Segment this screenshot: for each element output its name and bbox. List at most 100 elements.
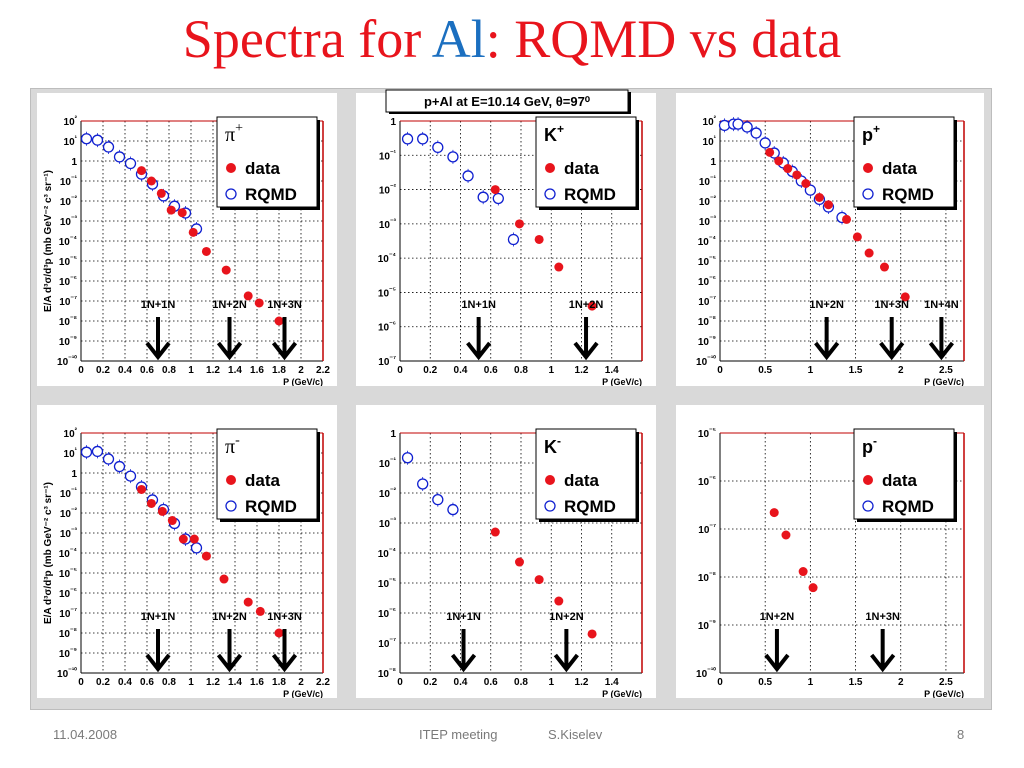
y-tick-label: 10² [703, 116, 717, 129]
legend-data-marker [863, 163, 873, 173]
y-tick-label: 10⁻⁹ [698, 336, 716, 349]
legend-particle: p+ [862, 122, 880, 145]
x-tick-label: 1.2 [575, 677, 589, 688]
threshold-label: 1N+1N [141, 299, 176, 311]
data-point [774, 156, 784, 166]
data-point [178, 534, 188, 544]
legend-rqmd-marker [544, 188, 556, 200]
y-axis-label: E/A d³σ/d³p (mb GeV⁻² c³ sr⁻¹) [43, 170, 54, 312]
threshold-down-arrow [879, 317, 905, 361]
legend-data-marker [863, 475, 873, 485]
legend-particle: K- [544, 434, 561, 457]
x-tick-label: 0 [397, 677, 403, 688]
y-tick-label: 10⁻⁹ [698, 620, 716, 633]
y-tick-label: 10⁻⁸ [698, 572, 716, 585]
threshold-label: 1N+1N [446, 611, 481, 623]
x-tick-label: 1 [808, 365, 814, 376]
data-point [879, 262, 889, 272]
x-tick-label: 0.5 [758, 365, 772, 376]
legend-box [853, 116, 955, 208]
x-tick-label: 2.5 [939, 677, 953, 688]
data-point [554, 262, 564, 272]
rqmd-point [750, 127, 762, 139]
x-tick-label: 0.6 [484, 365, 498, 376]
y-tick-label: 1 [710, 157, 716, 168]
threshold-down-arrow [271, 629, 298, 673]
rqmd-point [492, 192, 504, 205]
y-tick-label: 10⁻³ [699, 216, 717, 229]
x-axis-label: P (GeV/c) [283, 377, 323, 386]
x-tick-label: 2 [298, 677, 304, 688]
panel-k-plus: 0 0.2 0.4 0.6 0.8 1 1.2 1.4 10⁻⁷ 10⁻⁶ 10⁻⁵ 10⁻⁴ 10⁻³… [356, 93, 656, 386]
data-point [219, 574, 229, 584]
x-tick-label: 1 [188, 677, 194, 688]
y-tick-label: 1 [71, 469, 77, 480]
x-tick-label: 2.2 [316, 677, 330, 688]
footer-date: 11.04.2008 [53, 727, 118, 742]
data-point [490, 185, 500, 195]
data-point [177, 208, 187, 218]
x-tick-label: 1.4 [605, 365, 619, 376]
threshold-down-arrow [764, 629, 790, 673]
chart-p-minus: 0 0.5 1 1.5 2 2.5 10⁻¹⁰ 10⁻⁹ 10⁻⁸ 10⁻⁷ 10⁻⁶ 10⁻⁵ P (… [696, 428, 965, 698]
x-tick-label: 1.5 [849, 677, 863, 688]
threshold-label: 1N+3N [865, 611, 900, 623]
legend-box [535, 428, 637, 520]
y-tick-label: 10⁻⁵ [698, 428, 716, 441]
legend-rqmd-label: RQMD [882, 185, 934, 204]
threshold-down-arrow [928, 317, 954, 361]
data-point [798, 567, 808, 577]
threshold-label: 1N+1N [461, 299, 496, 311]
x-tick-label: 1.4 [605, 677, 619, 688]
y-tick-label: 10⁻⁷ [59, 296, 77, 309]
data-point [783, 164, 793, 174]
x-tick-label: 0.6 [484, 677, 498, 688]
data-point [189, 534, 199, 544]
data-point [137, 484, 146, 494]
legend-data-marker [226, 163, 236, 173]
rqmd-point [113, 151, 126, 163]
data-point [900, 292, 910, 302]
threshold-down-arrow [271, 317, 298, 361]
y-tick-label: 1 [390, 117, 396, 128]
x-axis-label: P (GeV/c) [924, 377, 964, 386]
y-tick-label: 10⁻⁶ [698, 476, 716, 489]
data-point [137, 166, 146, 176]
data-point [801, 178, 811, 188]
legend-box [216, 428, 318, 520]
rqmd-point [507, 233, 520, 246]
y-tick-label: 10⁻⁹ [59, 648, 77, 661]
y-tick-label: 10⁻⁶ [59, 588, 77, 601]
legend-data-marker [226, 475, 236, 485]
data-point [534, 234, 544, 244]
data-point [146, 498, 156, 508]
legend-rqmd-label: RQMD [245, 185, 297, 204]
rqmd-point [124, 157, 137, 170]
x-tick-label: 0.8 [514, 677, 528, 688]
x-tick-label: 2.2 [316, 365, 330, 376]
threshold-down-arrow [814, 317, 840, 361]
y-tick-label: 1 [390, 429, 396, 440]
data-point [514, 219, 524, 229]
rqmd-point [462, 170, 474, 182]
x-tick-label: 2.5 [939, 365, 953, 376]
x-tick-label: 0.5 [758, 677, 772, 688]
x-tick-label: 0.6 [140, 365, 154, 376]
y-tick-label: 10⁻⁵ [59, 568, 77, 581]
y-tick-label: 10⁻⁷ [59, 608, 77, 621]
y-tick-label: 10⁻⁶ [698, 276, 716, 289]
threshold-label: 1N+3N [874, 299, 909, 311]
x-tick-label: 0.8 [162, 365, 176, 376]
data-point [514, 557, 524, 567]
y-tick-label: 10⁻¹ [60, 176, 78, 189]
y-tick-label: 10⁻⁶ [59, 276, 77, 289]
legend-box [853, 428, 955, 520]
legend-rqmd-marker [225, 188, 237, 200]
x-tick-label: 1.4 [228, 677, 242, 688]
data-point [243, 597, 253, 607]
rqmd-point [718, 119, 731, 132]
x-axis-label: P (GeV/c) [924, 689, 964, 698]
x-tick-label: 2 [298, 365, 304, 376]
threshold-label: 1N+2N [809, 299, 844, 311]
rqmd-point [477, 191, 489, 203]
